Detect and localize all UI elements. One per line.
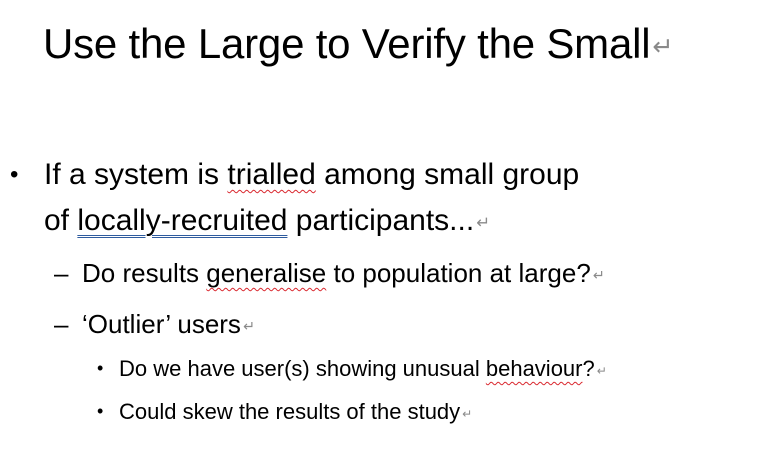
paragraph-mark-icon: ↵ (462, 406, 473, 421)
text-run: Could skew the results of the study (119, 399, 461, 424)
dash-marker: – (54, 309, 69, 339)
bullet-line-1: If a system is trialled among small grou… (44, 152, 579, 198)
paragraph-mark-icon: ↵ (242, 319, 255, 336)
bullet-text: If a system is trialled among small grou… (44, 152, 579, 246)
sub-bullet-text: ‘Outlier’ users ↵ (82, 306, 255, 345)
slide-title-text: Use the Large to Verify the Small (43, 20, 651, 67)
text-run: to population at large? (326, 258, 591, 288)
text-run: of (44, 204, 78, 237)
paragraph-mark-icon: ↵ (592, 268, 605, 285)
spelling-flagged-word[interactable]: generalise (206, 258, 327, 288)
paragraph-mark-icon: ↵ (596, 363, 607, 378)
text-run: ? (582, 356, 595, 381)
bullet-marker: • (10, 161, 19, 188)
text-run: If a system is (44, 158, 228, 191)
paragraph-mark-icon: ↵ (476, 214, 491, 233)
text-run: Do results (82, 258, 207, 288)
dash-marker: – (54, 258, 69, 288)
paragraph-mark-icon: ↵ (652, 32, 674, 61)
spelling-flagged-word[interactable]: trialled (227, 158, 316, 191)
grammar-flagged-word[interactable]: locally-recruited (77, 204, 288, 237)
bullet-marker: • (97, 358, 104, 378)
text-run: among small group (315, 158, 580, 191)
sub-sub-bullet-text: Could skew the results of the study ↵ (119, 397, 472, 429)
spelling-flagged-word[interactable]: behaviour (485, 356, 583, 381)
sub-sub-bullet-text: Do we have user(s) showing unusual behav… (119, 354, 607, 386)
text-run: Do we have user(s) showing unusual (119, 356, 486, 381)
bullet-marker: • (97, 401, 104, 421)
slide-title[interactable]: Use the Large to Verify the Small↵ (43, 18, 673, 73)
text-run: participants... (287, 204, 475, 237)
text-run: ‘Outlier’ users (82, 309, 241, 339)
bullet-line-2: of locally-recruited participants... ↵ (44, 198, 579, 246)
sub-bullet-text: Do results generalise to population at l… (82, 255, 605, 294)
